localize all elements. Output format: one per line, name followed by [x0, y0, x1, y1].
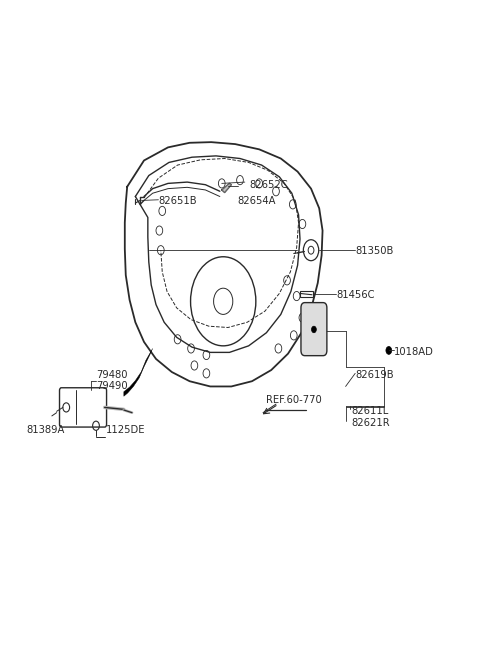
Polygon shape — [124, 348, 153, 396]
Text: 81350B: 81350B — [355, 246, 394, 256]
Text: 1018AD: 1018AD — [394, 347, 433, 358]
Text: 79490: 79490 — [96, 381, 128, 392]
Text: 82651B: 82651B — [158, 196, 197, 206]
Text: 1125DE: 1125DE — [106, 425, 145, 436]
Text: 79480: 79480 — [96, 369, 128, 380]
Text: REF.60-770: REF.60-770 — [266, 394, 322, 405]
Text: 82611L: 82611L — [352, 405, 389, 416]
Polygon shape — [222, 183, 231, 193]
Bar — [300, 291, 313, 297]
Circle shape — [386, 346, 392, 354]
Text: 82621R: 82621R — [352, 418, 390, 428]
Text: 82652C: 82652C — [250, 179, 288, 190]
Text: 82619B: 82619B — [355, 369, 394, 380]
Circle shape — [312, 326, 316, 333]
Text: 81456C: 81456C — [336, 290, 374, 301]
Text: 82654A: 82654A — [238, 196, 276, 206]
Text: 81389A: 81389A — [26, 425, 65, 436]
FancyBboxPatch shape — [301, 303, 327, 356]
